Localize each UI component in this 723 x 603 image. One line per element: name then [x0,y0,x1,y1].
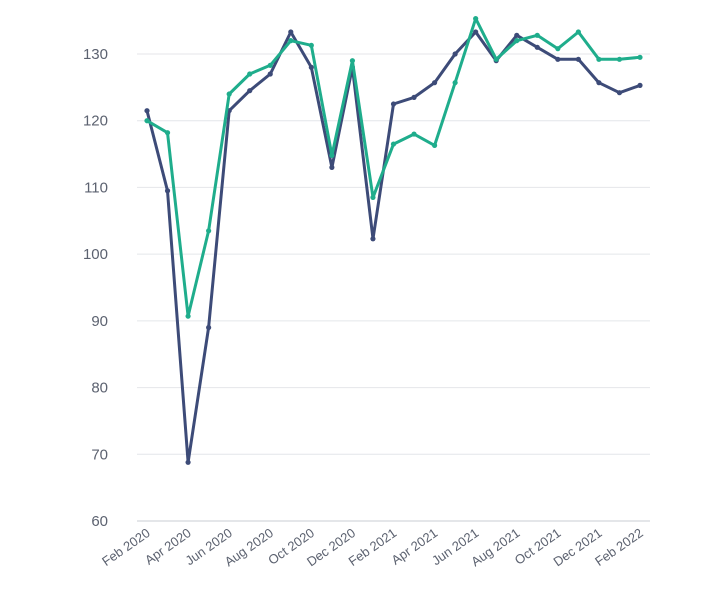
series-1-point [616,90,623,96]
series-2-point [247,71,253,77]
series-2-point [534,32,540,38]
series-1-point [390,101,397,107]
series-2-line [145,17,642,318]
series-1-point [555,56,561,62]
series-1-point [247,88,253,94]
series-1 [144,29,643,465]
series-2-point [185,313,191,319]
series-1-point [164,188,171,194]
series-1-line [145,30,642,464]
y-tick-label: 110 [84,179,108,196]
series-2-point [226,91,232,97]
series-1-point [370,236,376,242]
series-2-point [144,118,150,124]
series-1-point [411,94,417,100]
series-2-point [206,228,212,234]
series-1-point [206,324,212,331]
series-2-point [555,46,561,52]
series-1-point [452,51,458,57]
series-1-point [144,108,150,114]
series-1-point [514,32,520,38]
series-2-point [616,56,623,62]
series-1-point [596,80,602,86]
y-tick-label: 60 [91,513,108,530]
y-tick-label: 130 [83,46,108,63]
series-2-point [329,152,335,159]
series-2-point [473,16,479,22]
series-2-point [267,62,273,68]
series-1-point [534,44,540,50]
series-1-point [267,71,273,77]
series-1-point [473,29,479,35]
series-2-point [349,58,356,64]
series-2-point [164,130,171,136]
gridlines [137,53,650,522]
series-2-point [370,194,376,201]
series-2-point [452,80,458,86]
series-2-point [596,56,602,62]
series-1-point [431,80,438,86]
series-2-point [411,131,417,137]
y-tick-label: 90 [91,313,108,330]
series-2-point [575,29,581,35]
series-2-point [308,42,314,48]
series-2-point [637,54,643,60]
series-2 [144,16,643,319]
series-lines [144,16,643,465]
x-tick-label: Feb 2020 [99,525,153,569]
y-tick-label: 120 [83,113,108,130]
series-2-point [431,142,438,148]
series-2-point [288,38,294,44]
series-2-point [390,141,397,147]
series-1-point [329,164,335,171]
y-tick-label: 100 [83,246,108,263]
series-1-point [308,64,314,70]
series-1-point [637,82,643,88]
series-1-point [288,29,294,35]
y-tick-label: 80 [91,380,108,397]
series-1-point [185,459,191,465]
y-axis-ticks: 60 70 80 90 100 110 120 130 [83,46,108,530]
series-1-point [575,56,581,62]
series-2-point [493,56,499,62]
y-tick-label: 70 [91,446,108,463]
series-2-point [514,38,520,44]
